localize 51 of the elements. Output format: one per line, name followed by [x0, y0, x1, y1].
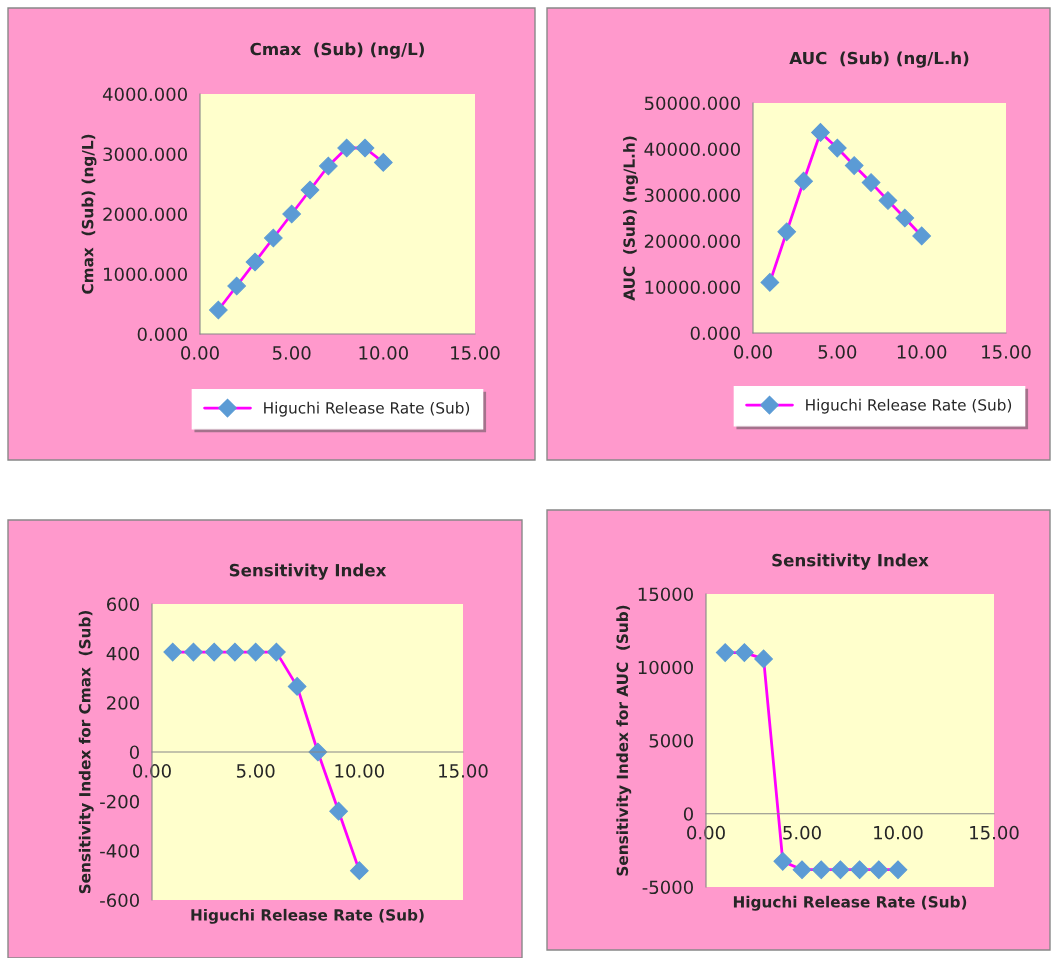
y-tick-label: -400 — [100, 844, 139, 858]
x-tick-label: 0.00 — [181, 346, 219, 360]
chart-title: AUC (Sub) (ng/L.h) — [789, 51, 969, 68]
y-tick-label: 0 — [129, 745, 139, 760]
x-axis-title: Higuchi Release Rate (Sub) — [733, 895, 967, 911]
chart-title: Sensitivity Index — [229, 563, 387, 580]
x-tick-label: 0.00 — [133, 764, 171, 778]
y-tick-label: 1000.000 — [104, 267, 187, 282]
y-tick-label: 15000 — [638, 587, 693, 602]
y-tick-label: 5000 — [649, 733, 693, 748]
x-tick-label: 10.00 — [897, 345, 947, 359]
y-axis-title: Cmax (Sub) (ng/L) — [81, 134, 97, 294]
x-tick-label: 5.00 — [818, 345, 857, 359]
x-tick-label: 15.00 — [451, 346, 500, 360]
y-tick-label: 30000.000 — [644, 188, 740, 203]
y-tick-label: 10000 — [638, 660, 693, 675]
x-tick-label: 5.00 — [783, 825, 821, 840]
legend-label: Higuchi Release Rate (Sub) — [806, 398, 1012, 414]
x-tick-label: 15.00 — [970, 825, 1019, 840]
y-tick-label: -200 — [100, 794, 139, 809]
y-axis-title: AUC (Sub) (ng/L.h) — [623, 136, 638, 301]
y-tick-label: 600 — [106, 597, 139, 612]
x-tick-label: 5.00 — [272, 346, 311, 360]
x-tick-label: 5.00 — [236, 764, 275, 778]
y-tick-label: -600 — [100, 893, 139, 908]
x-tick-label: 15.00 — [439, 764, 488, 778]
y-tick-label: 0.000 — [137, 327, 187, 342]
y-tick-label: 4000.000 — [102, 87, 187, 102]
y-tick-label: -5000 — [642, 880, 693, 895]
x-tick-label: 0.00 — [734, 345, 772, 359]
x-tick-label: 0.00 — [687, 825, 725, 840]
y-tick-label: 0 — [683, 807, 693, 821]
x-tick-label: 10.00 — [874, 825, 923, 840]
y-axis-title: Sensitivity Index for Cmax (Sub) — [78, 610, 94, 894]
y-axis-title: Sensitivity Index for AUC (Sub) — [616, 605, 632, 876]
chart-title: Sensitivity Index — [772, 553, 929, 570]
y-tick-label: 20000.000 — [644, 234, 740, 249]
y-tick-label: 40000.000 — [644, 142, 740, 157]
y-tick-label: 400 — [106, 646, 139, 661]
y-tick-label: 50000.000 — [644, 96, 740, 111]
y-tick-label: 200 — [107, 696, 139, 710]
x-axis-title: Higuchi Release Rate (Sub) — [191, 908, 424, 924]
y-tick-label: 10000.000 — [645, 280, 740, 295]
legend-label: Higuchi Release Rate (Sub) — [264, 401, 470, 417]
y-tick-label: 0.000 — [690, 326, 740, 341]
x-tick-label: 10.00 — [335, 764, 384, 778]
x-tick-label: 15.00 — [982, 345, 1031, 359]
y-tick-label: 2000.000 — [103, 207, 187, 222]
y-tick-label: 3000.000 — [103, 147, 187, 162]
chart-title: Cmax (Sub) (ng/L) — [250, 42, 424, 59]
x-tick-label: 10.00 — [359, 346, 408, 360]
